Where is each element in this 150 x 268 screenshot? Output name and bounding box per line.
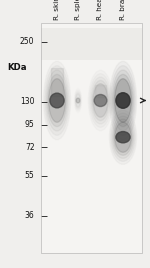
Text: 250: 250 bbox=[20, 37, 34, 46]
Ellipse shape bbox=[112, 116, 134, 158]
Bar bbox=[95, 85, 106, 97]
Ellipse shape bbox=[76, 94, 80, 107]
Text: 95: 95 bbox=[25, 120, 34, 129]
Ellipse shape bbox=[49, 79, 65, 122]
Text: R. brain: R. brain bbox=[120, 0, 126, 20]
Text: R. skin: R. skin bbox=[54, 0, 60, 20]
Bar bbox=[41, 23, 142, 253]
Ellipse shape bbox=[112, 70, 134, 131]
Text: R. heart: R. heart bbox=[98, 0, 103, 20]
Ellipse shape bbox=[116, 132, 130, 143]
Text: R. spleen: R. spleen bbox=[75, 0, 81, 20]
Ellipse shape bbox=[115, 122, 131, 152]
Ellipse shape bbox=[47, 75, 67, 127]
Ellipse shape bbox=[111, 66, 135, 135]
Text: 130: 130 bbox=[20, 97, 34, 106]
Ellipse shape bbox=[92, 80, 109, 121]
Ellipse shape bbox=[94, 95, 107, 106]
Ellipse shape bbox=[46, 70, 68, 131]
Ellipse shape bbox=[113, 75, 133, 127]
Ellipse shape bbox=[115, 79, 131, 122]
Bar bbox=[41, 28, 142, 60]
Bar bbox=[41, 23, 142, 253]
Ellipse shape bbox=[93, 84, 108, 117]
Ellipse shape bbox=[113, 119, 133, 155]
Text: 72: 72 bbox=[25, 143, 34, 152]
Ellipse shape bbox=[50, 93, 64, 108]
Ellipse shape bbox=[116, 93, 130, 108]
Ellipse shape bbox=[111, 113, 135, 161]
Text: 55: 55 bbox=[25, 171, 34, 180]
Text: KDa: KDa bbox=[7, 62, 26, 72]
Ellipse shape bbox=[76, 98, 80, 103]
Bar bbox=[51, 68, 63, 96]
Text: 36: 36 bbox=[25, 211, 34, 220]
